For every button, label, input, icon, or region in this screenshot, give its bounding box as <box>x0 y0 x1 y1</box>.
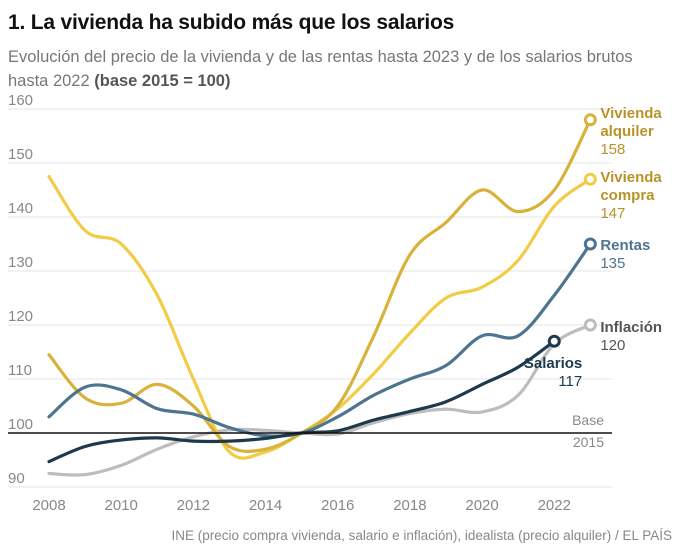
series-value-label-salarios: 117 <box>558 373 582 390</box>
y-tick-label-150: 150 <box>8 146 33 163</box>
chart-title: 1. La vivienda ha subido más que los sal… <box>8 11 455 34</box>
x-tick-label-2012: 2012 <box>177 497 210 514</box>
series-endpoint-salarios <box>547 334 561 348</box>
series-label-viviendacompra-0: Vivienda <box>600 169 662 186</box>
x-tick-label-2008: 2008 <box>32 497 65 514</box>
series-label-inflacin-0: Inflación <box>600 319 662 336</box>
series-value-label-viviendacompra: 147 <box>600 205 625 222</box>
x-tick-label-2014: 2014 <box>249 497 282 514</box>
subtitle-text: Evolución del precio de la vivienda y de… <box>8 48 633 90</box>
series-label-rentas-0: Rentas <box>600 237 650 254</box>
series-endpoint-viviendaalquiler <box>583 113 597 127</box>
y-tick-label-160: 160 <box>8 92 33 109</box>
series-line-viviendacompra <box>47 174 592 460</box>
y-tick-label-90: 90 <box>8 470 25 487</box>
y-tick-label-120: 120 <box>8 308 33 325</box>
y-tick-label-130: 130 <box>8 254 33 271</box>
chart-subtitle: Evolución del precio de la vivienda y de… <box>8 45 668 93</box>
series-line-viviendaalquiler <box>47 118 592 454</box>
x-tick-label-2022: 2022 <box>538 497 571 514</box>
series-label-viviendaalquiler-0: Vivienda <box>600 105 662 122</box>
series-line-inflacin <box>47 323 592 477</box>
series-value-label-viviendaalquiler: 158 <box>600 141 625 158</box>
series-label-viviendaalquiler-1: alquiler <box>600 123 654 140</box>
series-line-rentas <box>47 242 592 438</box>
y-tick-label-100: 100 <box>8 416 33 433</box>
y-tick-label-140: 140 <box>8 200 33 217</box>
x-tick-label-2010: 2010 <box>104 497 137 514</box>
x-tick-label-2020: 2020 <box>465 497 498 514</box>
baseline-label-base: Base <box>572 412 604 428</box>
series-endpoint-rentas <box>583 237 597 251</box>
series-value-label-rentas: 135 <box>600 255 625 272</box>
series-value-label-inflacin: 120 <box>600 337 625 354</box>
x-tick-label-2018: 2018 <box>393 497 426 514</box>
source-note: INE (precio compra vivienda, salario e i… <box>171 528 672 543</box>
y-tick-label-110: 110 <box>8 362 32 379</box>
baseline-label-year: 2015 <box>573 434 604 450</box>
x-tick-label-2016: 2016 <box>321 497 354 514</box>
series-endpoint-inflacin <box>583 318 597 332</box>
subtitle-base-note: (base 2015 = 100) <box>94 72 231 90</box>
series-label-viviendacompra-1: compra <box>600 187 655 204</box>
series-label-salarios-0: Salarios <box>524 355 582 372</box>
series-endpoint-viviendacompra <box>583 172 597 186</box>
